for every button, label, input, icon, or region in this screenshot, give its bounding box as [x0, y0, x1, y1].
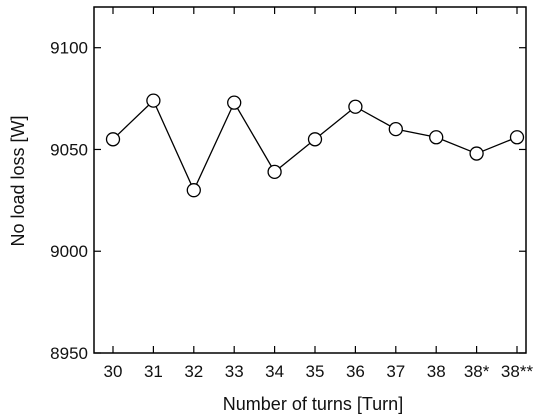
data-point-marker [469, 146, 484, 161]
x-tick-label: 36 [346, 362, 365, 381]
y-axis-label: No load loss [W] [8, 115, 28, 246]
x-axis-label: Number of turns [Turn] [223, 394, 403, 414]
y-tick-label: 8950 [50, 344, 88, 363]
x-tick-label: 32 [184, 362, 203, 381]
plot-frame [93, 6, 527, 354]
data-point-marker [227, 95, 242, 110]
y-axis: 8950 9000 9050 9100 [50, 39, 526, 363]
data-point-marker [348, 99, 363, 114]
x-tick-label: 38** [501, 362, 534, 381]
data-point-marker [388, 121, 403, 137]
x-tick-label: 34 [265, 362, 284, 381]
series-group [105, 93, 525, 198]
y-tick-label: 9100 [50, 39, 88, 58]
x-tick-label: 31 [144, 362, 163, 381]
x-tick-label: 33 [225, 362, 244, 381]
data-point-marker [307, 132, 323, 147]
x-tick-label: 38* [464, 362, 490, 381]
data-point-marker [105, 132, 121, 147]
x-tick-label: 30 [104, 362, 123, 381]
data-point-marker [186, 183, 201, 198]
x-tick-label: 37 [386, 362, 405, 381]
data-point-marker [429, 130, 444, 145]
x-axis: 30 31 32 33 34 35 36 37 38 38* 38** [104, 7, 534, 381]
x-tick-label: 35 [306, 362, 325, 381]
y-tick-label: 9000 [50, 242, 88, 261]
data-point-marker [267, 164, 282, 180]
y-tick-label: 9050 [50, 140, 88, 159]
data-point-marker [146, 93, 161, 108]
data-point-marker [509, 130, 525, 145]
x-tick-label: 38 [427, 362, 446, 381]
